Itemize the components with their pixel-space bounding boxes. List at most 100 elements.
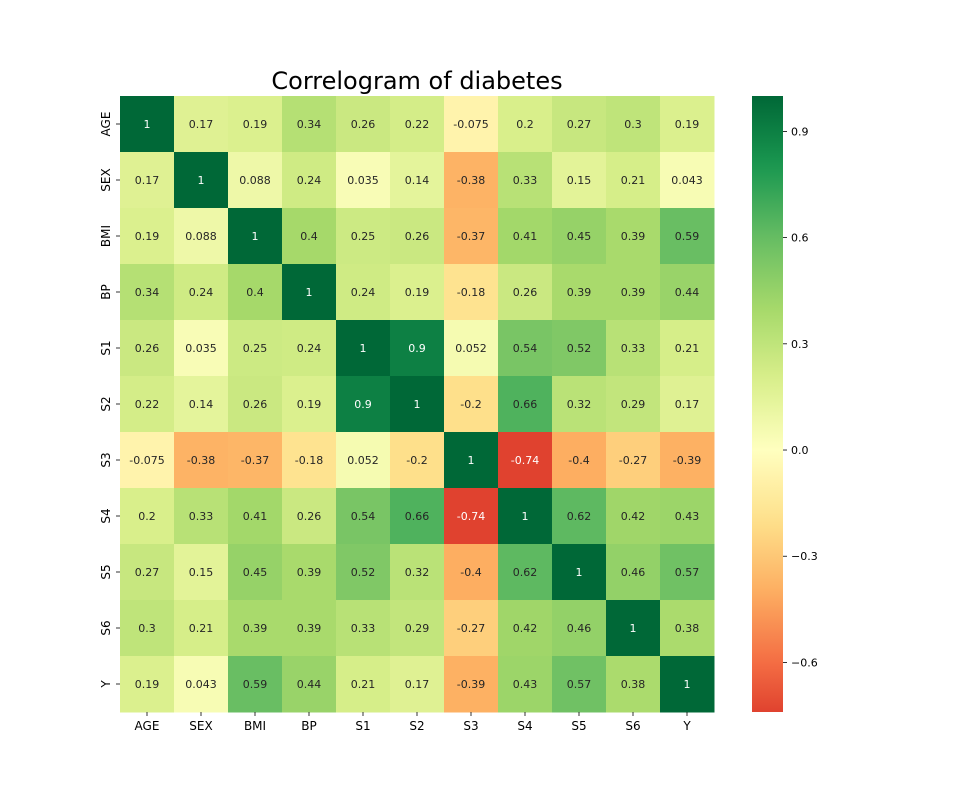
heatmap-cell bbox=[282, 656, 337, 713]
heatmap-cell bbox=[228, 656, 283, 713]
heatmap-cell bbox=[390, 488, 445, 545]
cell-value-label: 0.46 bbox=[567, 622, 592, 635]
y-axis: AGE SEX BMI BP S1 S2 S3 S4 S5 S6 Y bbox=[99, 112, 120, 689]
cell-value-label: 0.24 bbox=[297, 342, 322, 355]
y-tick-label: S1 bbox=[99, 340, 113, 355]
cell-value-label: -0.4 bbox=[460, 566, 481, 579]
heatmap-cell bbox=[660, 656, 715, 713]
heatmap-cell bbox=[282, 208, 337, 265]
x-tick-label: AGE bbox=[135, 719, 160, 733]
heatmap-cell bbox=[390, 320, 445, 377]
x-tick-label: S2 bbox=[409, 719, 424, 733]
cell-value-label: 0.17 bbox=[135, 174, 160, 187]
heatmap-cell bbox=[606, 320, 661, 377]
cell-value-label: 0.46 bbox=[621, 566, 646, 579]
heatmap-cell bbox=[228, 600, 283, 657]
heatmap-cell bbox=[174, 208, 229, 265]
heatmap-cell bbox=[390, 656, 445, 713]
heatmap-cell bbox=[390, 208, 445, 265]
cell-value-label: 0.26 bbox=[135, 342, 160, 355]
cell-value-label: 0.57 bbox=[675, 566, 700, 579]
heatmap-cell bbox=[444, 544, 499, 601]
heatmap-cell bbox=[228, 152, 283, 209]
x-tick-label: S1 bbox=[355, 719, 370, 733]
heatmap-cell bbox=[498, 544, 553, 601]
cell-value-label: 0.39 bbox=[621, 286, 646, 299]
cell-value-label: -0.27 bbox=[457, 622, 485, 635]
heatmap-cell bbox=[444, 320, 499, 377]
heatmap-cell bbox=[444, 96, 499, 153]
heatmap-cell bbox=[552, 544, 607, 601]
heatmap-cell bbox=[228, 376, 283, 433]
y-tick-label: Y bbox=[99, 680, 113, 689]
cell-value-label: 0.052 bbox=[455, 342, 487, 355]
cell-value-label: -0.74 bbox=[511, 454, 539, 467]
colorbar-tick-label: −0.6 bbox=[791, 656, 818, 669]
heatmap-cell bbox=[282, 432, 337, 489]
heatmap-cell bbox=[660, 376, 715, 433]
cell-value-label: 0.33 bbox=[513, 174, 538, 187]
cell-value-label: 0.44 bbox=[297, 678, 322, 691]
cell-value-label: 0.32 bbox=[405, 566, 430, 579]
heatmap-cell bbox=[336, 208, 391, 265]
cell-value-label: 0.19 bbox=[675, 118, 700, 131]
colorbar: 0.9 0.6 0.3 0.0 −0.3 −0.6 bbox=[752, 96, 818, 712]
cell-value-label: 0.9 bbox=[408, 342, 426, 355]
cell-value-label: 0.39 bbox=[297, 622, 322, 635]
heatmap-cell bbox=[552, 264, 607, 321]
cell-value-label: 0.14 bbox=[405, 174, 430, 187]
cell-value-label: 0.17 bbox=[675, 398, 700, 411]
heatmap-cell bbox=[120, 488, 175, 545]
y-tick-label: S5 bbox=[99, 564, 113, 579]
heatmap-cell bbox=[498, 320, 553, 377]
heatmap-cell bbox=[336, 432, 391, 489]
heatmap-cell bbox=[228, 432, 283, 489]
heatmap-cell bbox=[120, 656, 175, 713]
heatmap-cell bbox=[390, 96, 445, 153]
cell-value-label: 0.21 bbox=[621, 174, 646, 187]
cell-value-label: 0.32 bbox=[567, 398, 592, 411]
heatmap-cell bbox=[498, 432, 553, 489]
x-tick-label: Y bbox=[682, 719, 691, 733]
cell-value-label: 0.39 bbox=[621, 230, 646, 243]
heatmap-cell bbox=[336, 320, 391, 377]
cell-value-label: 0.24 bbox=[189, 286, 214, 299]
cell-value-label: 0.26 bbox=[243, 398, 268, 411]
cell-value-label: 0.45 bbox=[243, 566, 268, 579]
cell-value-label: 0.29 bbox=[621, 398, 646, 411]
cell-value-label: 1 bbox=[360, 342, 367, 355]
cell-value-label: 0.17 bbox=[405, 678, 430, 691]
heatmap-cell bbox=[606, 544, 661, 601]
cell-value-label: -0.18 bbox=[295, 454, 323, 467]
heatmap-cell bbox=[336, 488, 391, 545]
heatmap-cell bbox=[282, 544, 337, 601]
heatmap-cell bbox=[498, 96, 553, 153]
cell-value-label: 0.19 bbox=[405, 286, 430, 299]
heatmap-cell bbox=[444, 208, 499, 265]
cell-value-label: 0.43 bbox=[513, 678, 538, 691]
cell-value-label: 0.26 bbox=[351, 118, 376, 131]
colorbar-tick-label: −0.3 bbox=[791, 550, 818, 563]
heatmap-cell bbox=[228, 96, 283, 153]
cell-value-label: 0.22 bbox=[135, 398, 160, 411]
cell-value-label: 0.41 bbox=[513, 230, 538, 243]
cell-value-label: 0.035 bbox=[347, 174, 379, 187]
cell-value-label: -0.39 bbox=[673, 454, 701, 467]
heatmap-cell bbox=[606, 488, 661, 545]
cell-value-label: 0.2 bbox=[138, 510, 156, 523]
cell-value-label: 0.39 bbox=[567, 286, 592, 299]
heatmap-cell bbox=[660, 208, 715, 265]
cell-value-label: 0.38 bbox=[621, 678, 646, 691]
colorbar-tick-label: 0.9 bbox=[791, 125, 809, 138]
heatmap-cell bbox=[120, 432, 175, 489]
heatmap-cell bbox=[552, 320, 607, 377]
heatmap-cell bbox=[336, 600, 391, 657]
cell-value-label: 0.39 bbox=[297, 566, 322, 579]
heatmap-cell bbox=[444, 600, 499, 657]
heatmap-cell bbox=[120, 544, 175, 601]
cell-value-label: -0.37 bbox=[241, 454, 269, 467]
x-tick-label: S4 bbox=[517, 719, 532, 733]
cell-value-label: 1 bbox=[630, 622, 637, 635]
heatmap-cell bbox=[390, 152, 445, 209]
